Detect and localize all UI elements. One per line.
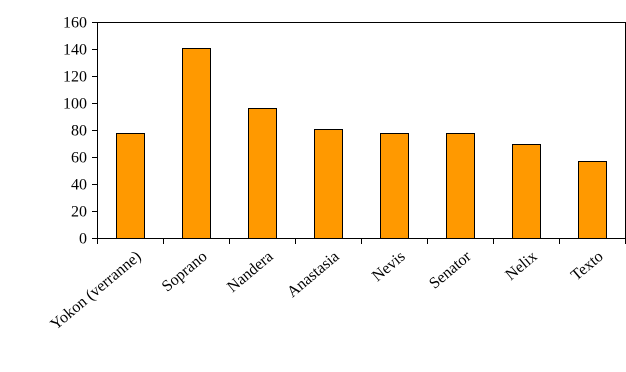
bar-nandera <box>248 108 277 239</box>
bar-nevis <box>380 133 409 239</box>
x-category-label: Texto <box>568 248 607 284</box>
bar-soprano <box>182 48 211 239</box>
x-category-label: Yokon (verranne) <box>47 248 144 333</box>
y-axis: 0 20 40 60 80 100 120 140 160 <box>63 15 98 248</box>
bar-texto <box>578 161 607 239</box>
bar-anastasia <box>314 129 343 239</box>
x-axis: Yokon (verranne) Soprano Nandera Anastasia N… <box>47 238 626 333</box>
y-tick-label: 20 <box>71 204 87 221</box>
y-tick-label: 40 <box>71 177 87 194</box>
y-tick-label: 0 <box>79 231 87 248</box>
plot-frame <box>97 22 626 239</box>
bars-group <box>116 48 607 239</box>
x-category-label: Anastasia <box>284 248 343 301</box>
y-tick-label: 100 <box>63 96 87 113</box>
y-tick-label: 60 <box>71 150 87 167</box>
y-tick-label: 160 <box>63 15 87 32</box>
y-tick-label: 140 <box>63 42 87 59</box>
bar-nelix <box>512 144 541 239</box>
y-tick-label: 120 <box>63 69 87 86</box>
x-category-label: Nandera <box>224 248 276 296</box>
x-category-label: Nelix <box>502 248 540 284</box>
x-category-label: Senator <box>426 248 475 293</box>
x-category-label: Soprano <box>159 248 211 295</box>
y-tick-label: 80 <box>71 123 87 140</box>
bar-yokon-verranne <box>116 133 145 239</box>
bar-senator <box>446 133 475 239</box>
x-category-label: Nevis <box>369 248 409 285</box>
